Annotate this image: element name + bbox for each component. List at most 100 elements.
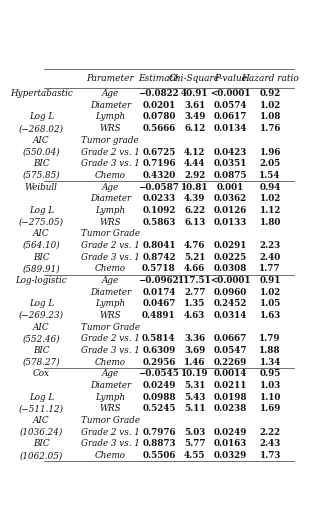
Text: 1.34: 1.34 — [259, 358, 281, 366]
Text: 0.5814: 0.5814 — [142, 334, 176, 343]
Text: Parameter: Parameter — [86, 74, 134, 83]
Text: −0.0962: −0.0962 — [139, 276, 179, 285]
Text: Tumor Grade: Tumor Grade — [81, 323, 140, 332]
Text: Lymph: Lymph — [95, 299, 125, 308]
Text: 0.8873: 0.8873 — [142, 439, 176, 448]
Text: Hazard ratio: Hazard ratio — [241, 74, 299, 83]
Text: Chemo: Chemo — [95, 171, 126, 180]
Text: Chemo: Chemo — [95, 451, 126, 460]
Text: P-value: P-value — [214, 74, 247, 83]
Text: 0.2269: 0.2269 — [214, 358, 247, 366]
Text: 1.35: 1.35 — [184, 299, 205, 308]
Text: 0.0233: 0.0233 — [142, 194, 176, 203]
Text: 0.5718: 0.5718 — [142, 264, 176, 273]
Text: 4.76: 4.76 — [184, 241, 205, 250]
Text: 1.79: 1.79 — [259, 334, 281, 343]
Text: 0.5666: 0.5666 — [142, 124, 176, 133]
Text: Tumor Grade: Tumor Grade — [81, 229, 140, 238]
Text: 0.0249: 0.0249 — [142, 381, 176, 390]
Text: Cox: Cox — [33, 370, 50, 378]
Text: 5.77: 5.77 — [184, 439, 206, 448]
Text: 0.7196: 0.7196 — [142, 159, 176, 168]
Text: (1036.24): (1036.24) — [19, 428, 63, 437]
Text: 0.0329: 0.0329 — [214, 451, 247, 460]
Text: 2.05: 2.05 — [259, 159, 281, 168]
Text: Age: Age — [102, 276, 119, 285]
Text: 5.43: 5.43 — [184, 393, 205, 402]
Text: 0.94: 0.94 — [259, 182, 281, 192]
Text: −0.0545: −0.0545 — [139, 370, 179, 378]
Text: Chi-Square: Chi-Square — [169, 74, 220, 83]
Text: 4.55: 4.55 — [184, 451, 206, 460]
Text: 3.69: 3.69 — [184, 346, 205, 355]
Text: Hypertabastic: Hypertabastic — [10, 89, 73, 98]
Text: Grade 3 vs. 1: Grade 3 vs. 1 — [81, 159, 140, 168]
Text: 0.4320: 0.4320 — [142, 171, 176, 180]
Text: WRS: WRS — [99, 124, 121, 133]
Text: Grade 3 vs. 1: Grade 3 vs. 1 — [81, 252, 140, 262]
Text: (1062.05): (1062.05) — [19, 451, 63, 460]
Text: BIC: BIC — [33, 346, 50, 355]
Text: Grade 3 vs. 1: Grade 3 vs. 1 — [81, 346, 140, 355]
Text: 0.0314: 0.0314 — [214, 311, 247, 320]
Text: Grade 2 vs. 1: Grade 2 vs. 1 — [81, 148, 140, 157]
Text: Log L: Log L — [29, 206, 54, 215]
Text: 1.03: 1.03 — [259, 381, 281, 390]
Text: 0.5863: 0.5863 — [142, 217, 176, 227]
Text: Grade 2 vs. 1: Grade 2 vs. 1 — [81, 241, 140, 250]
Text: Grade 2 vs. 1: Grade 2 vs. 1 — [81, 428, 140, 437]
Text: 0.001: 0.001 — [217, 182, 244, 192]
Text: 10.81: 10.81 — [181, 182, 209, 192]
Text: 1.80: 1.80 — [259, 217, 281, 227]
Text: 0.0574: 0.0574 — [214, 101, 247, 110]
Text: 0.0126: 0.0126 — [214, 206, 247, 215]
Text: 0.0960: 0.0960 — [214, 288, 247, 297]
Text: 5.21: 5.21 — [184, 252, 205, 262]
Text: Diameter: Diameter — [90, 101, 131, 110]
Text: Lymph: Lymph — [95, 113, 125, 121]
Text: Age: Age — [102, 370, 119, 378]
Text: 2.92: 2.92 — [184, 171, 205, 180]
Text: 1.69: 1.69 — [259, 405, 281, 413]
Text: 1.54: 1.54 — [259, 171, 281, 180]
Text: 0.92: 0.92 — [259, 89, 281, 98]
Text: 1.12: 1.12 — [259, 206, 281, 215]
Text: (578.27): (578.27) — [22, 358, 60, 366]
Text: Age: Age — [102, 182, 119, 192]
Text: 5.31: 5.31 — [184, 381, 205, 390]
Text: 0.0211: 0.0211 — [214, 381, 247, 390]
Text: 0.4891: 0.4891 — [142, 311, 176, 320]
Text: 0.0201: 0.0201 — [142, 101, 176, 110]
Text: 1.96: 1.96 — [259, 148, 281, 157]
Text: 4.44: 4.44 — [184, 159, 206, 168]
Text: 1.73: 1.73 — [259, 451, 281, 460]
Text: 0.7976: 0.7976 — [142, 428, 176, 437]
Text: Log-logistic: Log-logistic — [16, 276, 67, 285]
Text: 2.77: 2.77 — [184, 288, 205, 297]
Text: 10.19: 10.19 — [181, 370, 209, 378]
Text: Lymph: Lymph — [95, 206, 125, 215]
Text: 6.13: 6.13 — [184, 217, 205, 227]
Text: 4.39: 4.39 — [184, 194, 205, 203]
Text: 0.2452: 0.2452 — [214, 299, 247, 308]
Text: 1.88: 1.88 — [259, 346, 281, 355]
Text: 6.12: 6.12 — [184, 124, 205, 133]
Text: (−275.05): (−275.05) — [19, 217, 64, 227]
Text: (−269.23): (−269.23) — [19, 311, 64, 320]
Text: 40.91: 40.91 — [181, 89, 209, 98]
Text: Log L: Log L — [29, 393, 54, 402]
Text: 1.76: 1.76 — [259, 124, 281, 133]
Text: (575.85): (575.85) — [22, 171, 60, 180]
Text: (−268.02): (−268.02) — [19, 124, 64, 133]
Text: 2.43: 2.43 — [259, 439, 281, 448]
Text: 1.63: 1.63 — [259, 311, 281, 320]
Text: (552.46): (552.46) — [22, 334, 60, 343]
Text: AIC: AIC — [33, 229, 50, 238]
Text: 3.61: 3.61 — [184, 101, 205, 110]
Text: 0.0988: 0.0988 — [142, 393, 176, 402]
Text: 0.2956: 0.2956 — [142, 358, 176, 366]
Text: 1.77: 1.77 — [259, 264, 281, 273]
Text: <0.0001: <0.0001 — [210, 276, 251, 285]
Text: 0.6725: 0.6725 — [142, 148, 176, 157]
Text: 2.40: 2.40 — [259, 252, 281, 262]
